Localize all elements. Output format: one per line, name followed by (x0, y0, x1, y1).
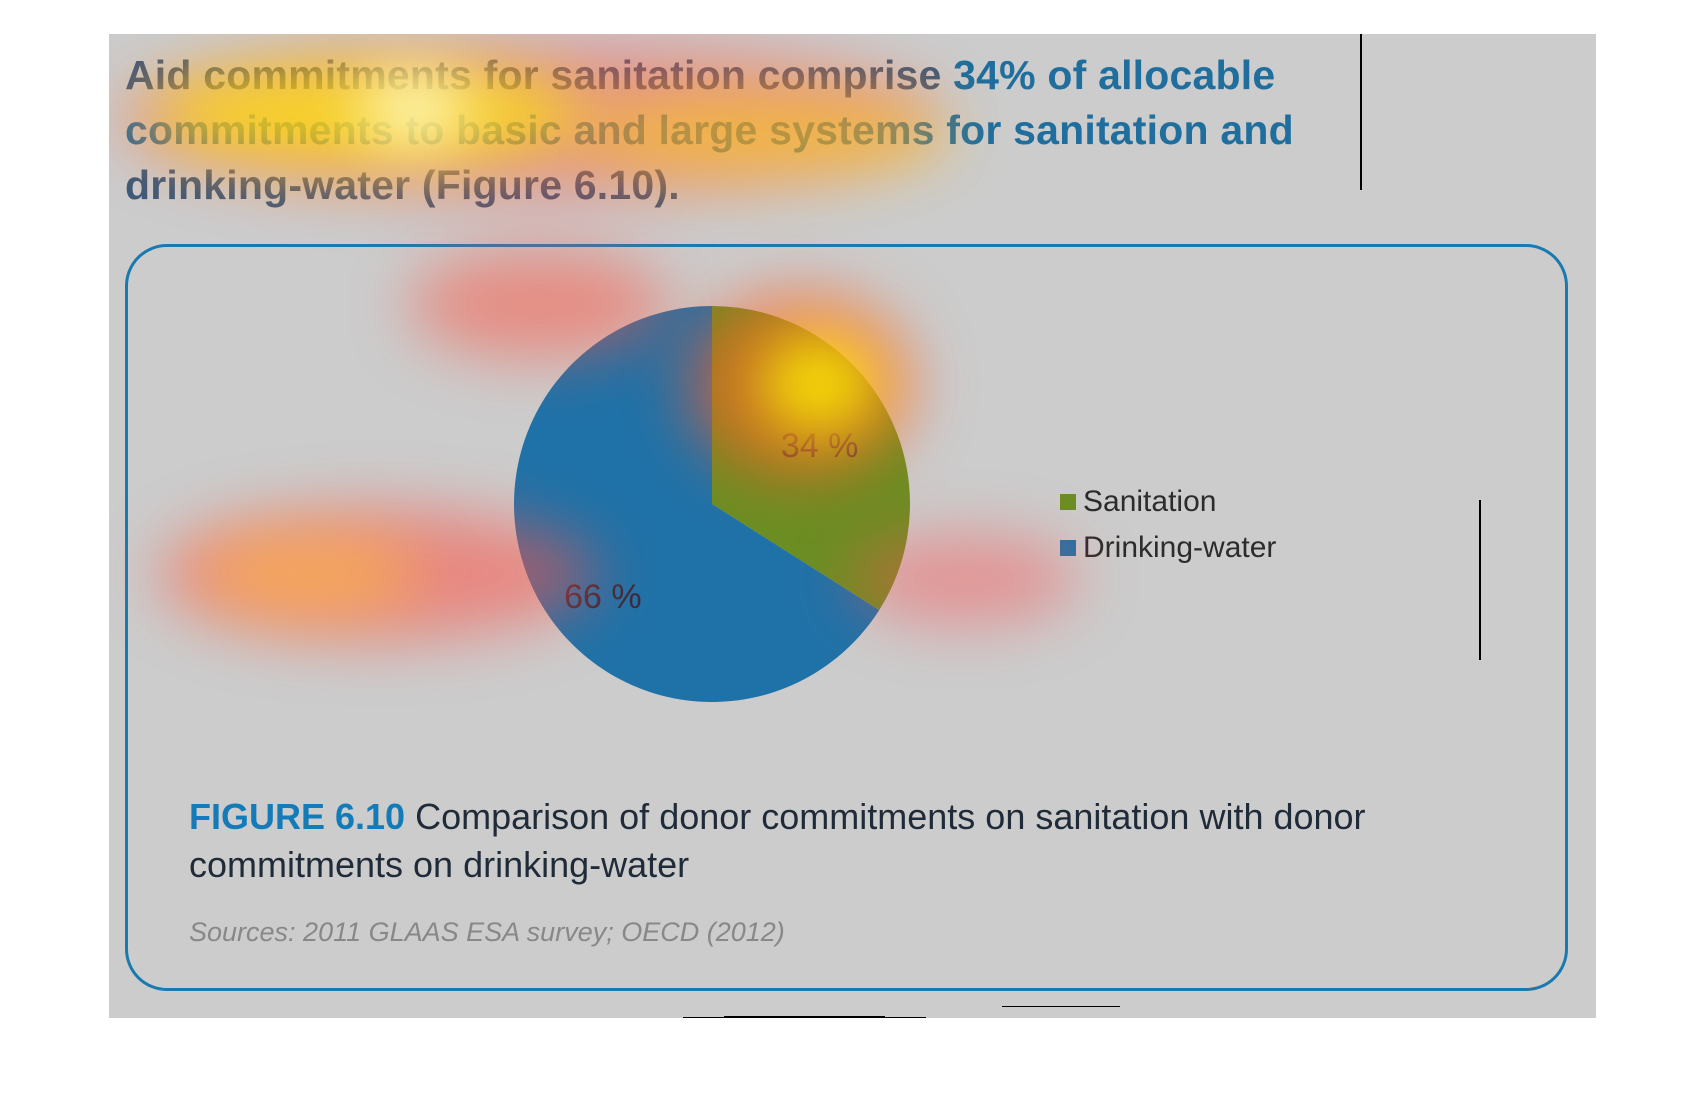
rule-mark (1479, 500, 1481, 660)
pie-slice-drinking-water (514, 306, 880, 703)
rule-mark (724, 1016, 885, 1018)
rule-mark (1360, 34, 1362, 190)
chart-legend: Sanitation Drinking-water (1060, 479, 1276, 571)
figure-caption: FIGURE 6.10 Comparison of donor commitme… (189, 793, 1479, 889)
legend-item-drinking-water: Drinking-water (1060, 525, 1276, 571)
legend-swatch-drinking-water (1060, 540, 1076, 556)
pie-label-sanitation: 34 % (781, 427, 859, 465)
heading-part-3: drinking-water (Figure 6.10). (125, 162, 680, 208)
figure-caption-text: Comparison of donor commitments on sanit… (189, 796, 1366, 885)
pie-label-drinking-water: 66 % (564, 578, 642, 616)
legend-swatch-sanitation (1060, 494, 1076, 510)
page-heading: Aid commitments for sanitation comprise … (125, 48, 1445, 213)
figure-label: FIGURE 6.10 (189, 796, 406, 837)
rule-mark (1002, 1006, 1120, 1007)
legend-item-sanitation: Sanitation (1060, 479, 1276, 525)
page: Aid commitments for sanitation comprise … (109, 34, 1596, 1018)
heading-part-1: Aid commitments for sanitation comprise (125, 52, 954, 98)
figure-sources: Sources: 2011 GLAAS ESA survey; OECD (20… (189, 917, 785, 947)
figure-box: 34 % 66 % Sanitation Drinking-water FIGUR… (125, 244, 1568, 991)
legend-label-sanitation: Sanitation (1083, 485, 1217, 518)
legend-label-drinking-water: Drinking-water (1083, 531, 1277, 564)
